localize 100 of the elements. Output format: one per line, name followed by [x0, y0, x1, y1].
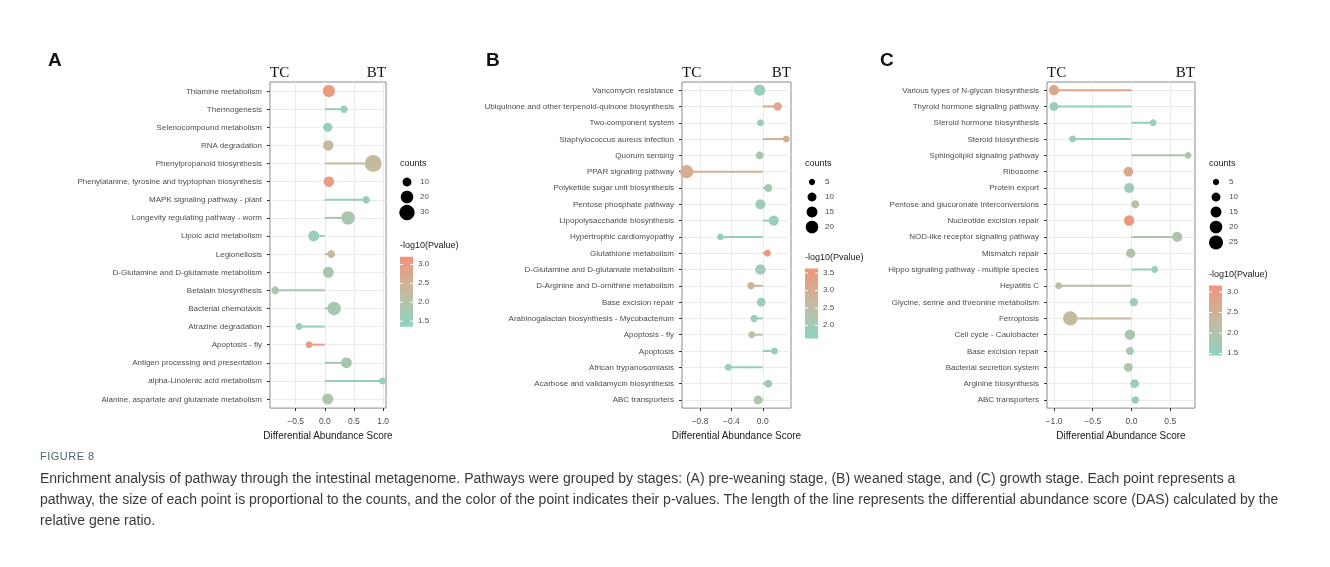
y-tick-label: Hepatitis C	[999, 281, 1040, 291]
color-bar-label: 2.5	[823, 302, 835, 312]
legend-label: 25	[1229, 237, 1239, 247]
text: A	[48, 49, 62, 70]
x-axis-title: Differential Abundance Score	[1056, 429, 1187, 441]
legend-title: counts	[805, 157, 833, 168]
y-tick-label: Bacterial secretion system	[945, 362, 1040, 372]
color-bar-label: 3.0	[418, 258, 430, 268]
y-tick-label: Protein export	[989, 183, 1040, 193]
legend-label: 20	[420, 191, 430, 201]
y-tick-label: Quorum sensing	[615, 150, 674, 160]
y-tick-label: Longevity regulating pathway - worm	[131, 213, 263, 223]
color-bar-label: 3.0	[823, 285, 835, 295]
y-tick-label: Arabinogalactan biosynthesis - Mycobacterium	[508, 313, 675, 323]
y-tick-label: Steroid biosynthesis	[967, 134, 1039, 144]
x-tick-label: −0.5	[287, 415, 305, 426]
y-tick-label: Apoptosis - fly	[211, 340, 262, 350]
legend-label: 5	[825, 176, 830, 186]
y-tick-label: Legionellosis	[215, 249, 262, 259]
y-tick-label: Phenylpropanoid biosynthesis	[155, 159, 262, 169]
text: C	[880, 49, 894, 70]
y-tick-label: Steroid hormone biosynthesis	[933, 118, 1039, 128]
y-tick-label: Apoptosis	[638, 346, 674, 356]
x-tick-label: −1.0	[1045, 415, 1063, 426]
x-tick-label: 0.5	[348, 415, 361, 426]
y-tick-label: MAPK signaling pathway - plant	[149, 195, 263, 205]
legend-label: 10	[825, 191, 835, 201]
color-bar-label: 3.0	[1227, 286, 1239, 296]
legend-label: 20	[825, 221, 835, 231]
y-tick-label: Phenylalanine, tyrosine and tryptophan biosynthesis	[77, 177, 262, 187]
x-tick-label: 0.0	[1125, 415, 1138, 426]
y-tick-label: Polyketide sugar unit biosynthesis	[553, 183, 674, 193]
y-tick-label: Sphingolipid signaling pathway	[929, 150, 1039, 160]
x-tick-label: −0.8	[691, 415, 709, 426]
color-bar-title: -log10(Pvalue)	[805, 252, 864, 263]
y-tick-label: Base excision repair	[966, 346, 1040, 356]
legend-label: 30	[420, 207, 430, 217]
y-tick-label: Bacterial chemotaxis	[188, 303, 262, 313]
y-tick-label: Pentose and glucuronate interconversions	[889, 199, 1039, 209]
y-tick-label: Glutathione metabolism	[589, 248, 675, 258]
x-tick-label: 0.5	[1164, 415, 1177, 426]
y-tick-label: Nucleotide excision repair	[947, 216, 1040, 226]
text: FIGURE 8	[40, 450, 96, 462]
y-tick-label: Ribosome	[1002, 167, 1040, 177]
y-tick-label: Ubiquinone and other terpenoid-quinone biosynthesis	[484, 101, 674, 111]
y-tick-label: alpha-Linolenic acid metabolism	[148, 376, 263, 386]
color-bar-label: 2.0	[1227, 327, 1239, 337]
color-bar-label: 2.0	[418, 296, 430, 306]
y-tick-label: Thyroid hormone signaling pathway	[912, 101, 1039, 111]
legend-label: 10	[1229, 191, 1239, 201]
y-tick-label: RNA degradation	[201, 140, 262, 150]
y-tick-label: D-Glutamine and D-glutamate metabolism	[112, 267, 263, 277]
y-tick-label: D-Arginine and D-ornithine metabolism	[536, 281, 675, 291]
color-bar-label: 2.5	[1227, 307, 1239, 317]
y-tick-label: Vancomycin resistance	[592, 85, 675, 95]
legend-label: 10	[420, 176, 430, 186]
text: TC	[270, 63, 290, 80]
text: BT	[1175, 63, 1195, 80]
x-tick-label: 0.0	[318, 415, 331, 426]
legend-label: 15	[1229, 206, 1239, 216]
y-tick-label: Antigen processing and presentation	[132, 358, 262, 368]
legend-title: counts	[400, 157, 428, 168]
color-bar-title: -log10(Pvalue)	[400, 240, 459, 251]
y-tick-label: Base excision repair	[601, 297, 675, 307]
legend-label: 15	[825, 206, 835, 216]
text: BT	[771, 63, 791, 80]
color-bar-label: 2.5	[418, 277, 430, 287]
legend-title: counts	[1209, 157, 1237, 168]
text: TC	[682, 63, 702, 80]
text: TC	[1047, 63, 1067, 80]
color-bar-label: 3.5	[823, 267, 835, 277]
y-tick-label: Arginine biosynthesis	[963, 379, 1039, 389]
y-tick-label: Apoptosis - fly	[623, 330, 674, 340]
y-tick-label: Betalain biosynthesis	[186, 285, 262, 295]
y-tick-label: Lipopolysaccharide biosynthesis	[559, 216, 674, 226]
x-axis-title: Differential Abundance Score	[671, 429, 802, 441]
legend-label: 5	[1229, 176, 1234, 186]
text: B	[486, 49, 500, 70]
y-tick-label: Hypertrophic cardiomyopathy	[569, 232, 674, 242]
y-tick-label: Lipoic acid metabolism	[181, 231, 263, 241]
color-bar-label: 1.5	[418, 315, 430, 325]
y-tick-label: African trypanosomiasis	[589, 362, 674, 372]
y-tick-label: Alanine, aspartate and glutamate metabolism	[101, 394, 263, 404]
y-tick-label: Two-component system	[589, 118, 675, 128]
text: Enrichment analysis of pathway through the intestinal metagenome. Pathways were grouped by stages: (A) pre-weaning stage, (B) weaned stage, and (C) growth stage. Each point represents a pathway, the size of each point is proportional to the counts, and the color of the point indicates their p-values. The length of the line represents the differential abundance score (DAS) calculated by the relative gene ratio.	[40, 469, 1280, 530]
y-tick-label: Various types of N-glycan biosynthesis	[902, 85, 1039, 95]
x-tick-label: 1.0	[377, 415, 390, 426]
text: BT	[366, 63, 386, 80]
y-tick-label: ABC transporters	[977, 395, 1039, 405]
y-tick-label: PPAR signaling pathway	[586, 167, 674, 177]
x-axis-title: Differential Abundance Score	[263, 429, 394, 441]
y-tick-label: NOD-like receptor signaling pathway	[909, 232, 1039, 242]
color-bar-title: -log10(Pvalue)	[1209, 269, 1268, 280]
y-tick-label: Ferroptosis	[998, 313, 1039, 323]
x-tick-label: −0.4	[723, 415, 741, 426]
y-tick-label: ABC transporters	[612, 395, 674, 405]
y-tick-label: Thiamine metabolism	[185, 86, 263, 96]
y-tick-label: Acarbose and validamycin biosynthesis	[534, 379, 674, 389]
y-tick-label: Cell cycle - Caulobacter	[954, 330, 1040, 340]
color-bar-label: 1.5	[1227, 347, 1239, 357]
